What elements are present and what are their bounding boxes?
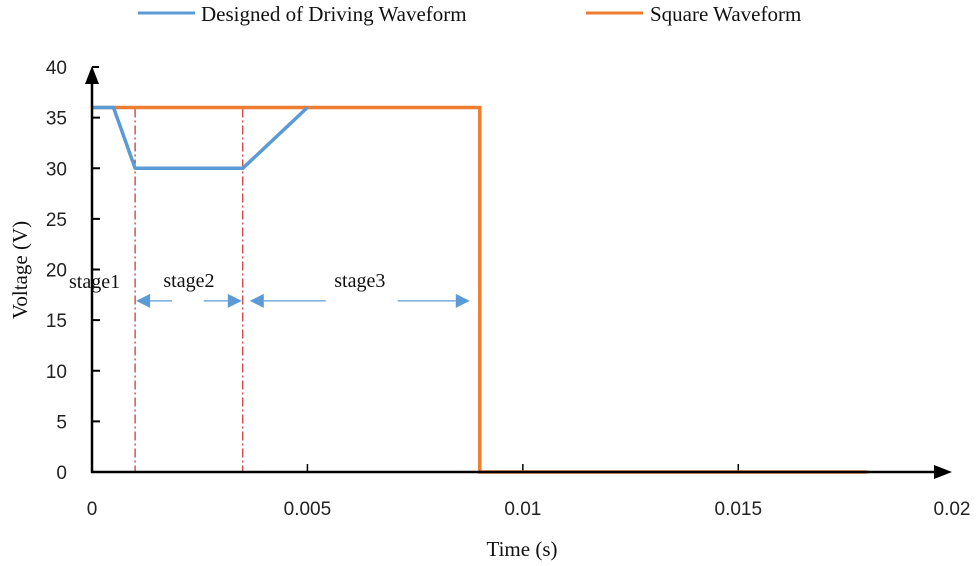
- legend-label: Designed of Driving Waveform: [201, 2, 467, 26]
- legend-label: Square Waveform: [650, 2, 801, 26]
- stage3-label: stage3: [334, 270, 385, 292]
- driving-waveform-line: [92, 105, 309, 171]
- legend-item-square-waveform: Square Waveform: [586, 2, 801, 26]
- y-tick-label: 10: [46, 362, 67, 383]
- legend: Designed of Driving Waveform Square Wave…: [138, 2, 801, 26]
- x-axis-label: Time (s): [487, 537, 558, 561]
- x-tick-label: 0.005: [284, 499, 332, 520]
- arrow-right-icon: [455, 293, 470, 308]
- y-tick-label: 30: [46, 159, 67, 180]
- y-tick-label: 25: [46, 210, 67, 231]
- x-tick-label: 0.015: [715, 499, 763, 520]
- arrow-left-icon: [136, 293, 151, 308]
- x-axis-ticks: 0 0.005 0.01 0.015 0.02: [87, 464, 971, 520]
- y-tick-label: 20: [46, 261, 67, 282]
- legend-item-driving-waveform: Designed of Driving Waveform: [138, 2, 467, 26]
- y-axis-ticks: 0 5 10 15 20 25 30 35 40: [46, 58, 100, 484]
- stage-annotations: stage1 stage2 stage3: [69, 270, 470, 308]
- stage2-label: stage2: [163, 270, 214, 292]
- arrow-right-icon: [227, 293, 242, 308]
- x-tick-label: 0: [87, 499, 98, 520]
- arrow-left-icon: [249, 293, 264, 308]
- y-tick-label: 40: [46, 58, 67, 79]
- stage-dividers: [134, 108, 244, 471]
- y-axis-arrow-icon: [85, 66, 99, 84]
- y-tick-label: 0: [56, 463, 67, 484]
- y-tick-label: 15: [46, 311, 67, 332]
- x-tick-label: 0.02: [934, 499, 971, 520]
- y-axis-label: Voltage (V): [8, 221, 32, 319]
- x-axis-arrow-icon: [934, 465, 952, 479]
- x-tick-label: 0.01: [504, 499, 541, 520]
- stage1-label: stage1: [69, 271, 120, 293]
- axes: [85, 66, 952, 479]
- y-tick-label: 35: [46, 109, 67, 130]
- y-tick-label: 5: [56, 412, 67, 433]
